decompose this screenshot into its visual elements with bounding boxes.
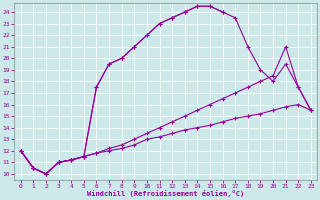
X-axis label: Windchill (Refroidissement éolien,°C): Windchill (Refroidissement éolien,°C) (87, 190, 244, 197)
